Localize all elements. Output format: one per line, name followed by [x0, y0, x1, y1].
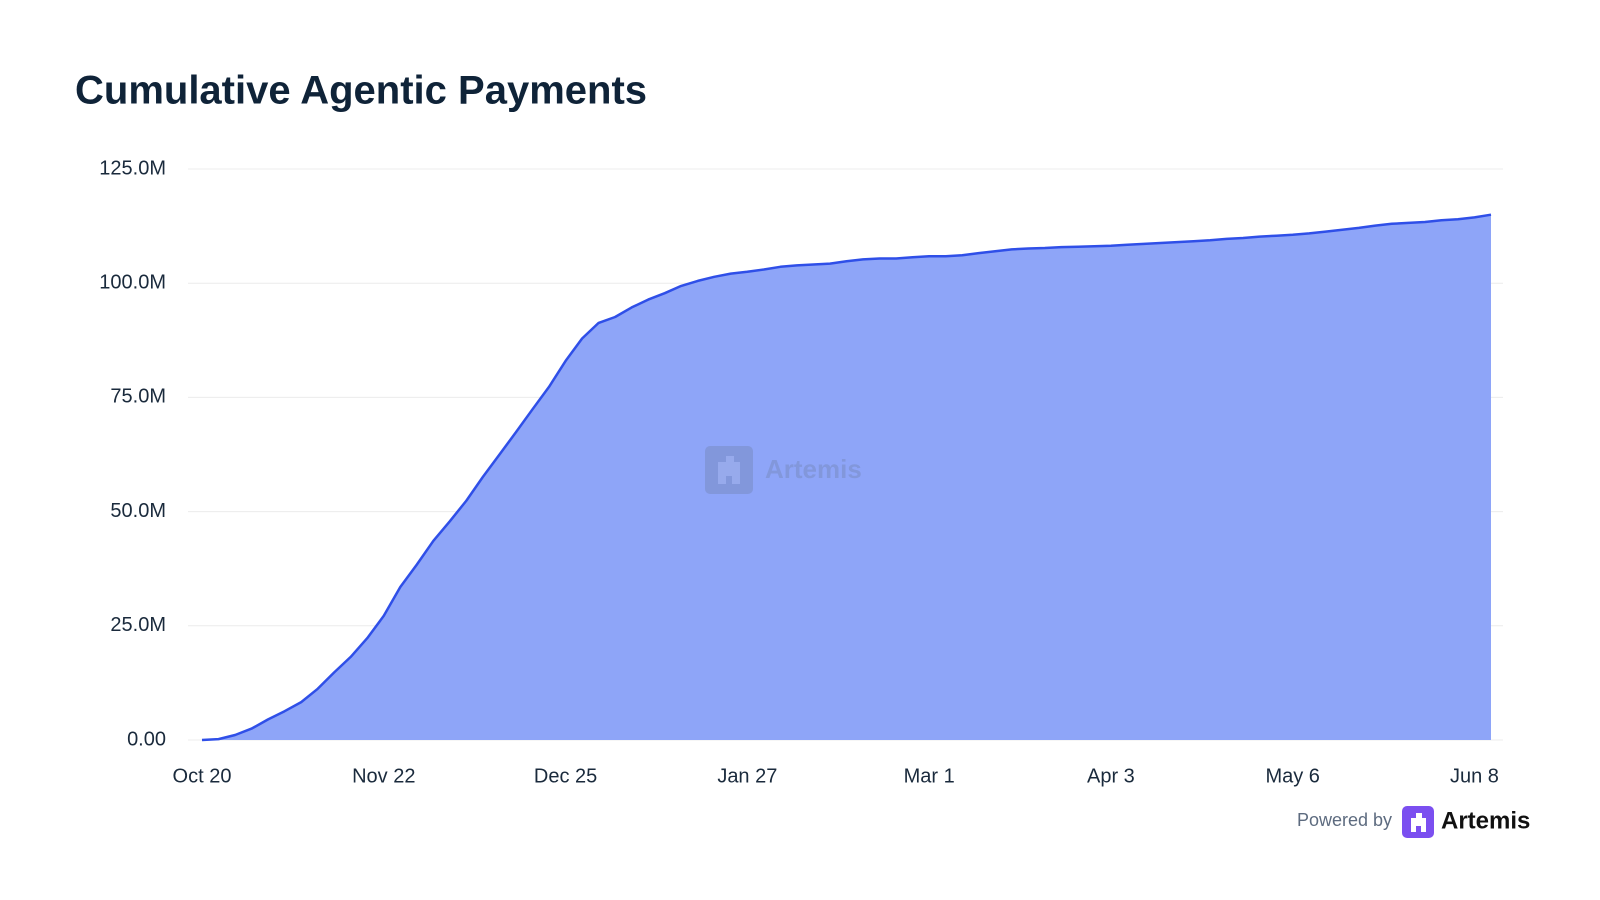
- watermark-glyph: [718, 456, 740, 484]
- area: [202, 214, 1491, 740]
- y-tick-label: 125.0M: [99, 157, 166, 179]
- x-tick-label: May 6: [1265, 765, 1319, 787]
- brand-name: Artemis: [1441, 807, 1530, 834]
- y-tick-label: 0.00: [127, 728, 166, 750]
- x-tick-label: Mar 1: [904, 765, 955, 787]
- line: [201, 213, 1492, 742]
- y-tick-label: 75.0M: [110, 386, 166, 408]
- x-tick-label: Jun 8: [1450, 765, 1499, 787]
- x-tick-label: Apr 3: [1087, 765, 1135, 787]
- watermark: Artemis: [705, 446, 862, 494]
- y-tick-label: 50.0M: [110, 500, 166, 522]
- x-tick-label: Dec 25: [534, 765, 597, 787]
- y-tick-label: 100.0M: [99, 271, 166, 293]
- x-tick-label: Oct 20: [173, 765, 232, 787]
- x-tick-label: Nov 22: [352, 765, 415, 787]
- brand-glyph: [1411, 813, 1426, 832]
- x-tick-label: Jan 27: [717, 765, 777, 787]
- y-tick-label: 25.0M: [110, 614, 166, 636]
- powered-by: Powered by: [1297, 810, 1392, 830]
- watermark-text: Artemis: [765, 454, 862, 484]
- chart-title: Cumulative Agentic Payments: [75, 69, 647, 113]
- watermark-logo: [705, 446, 753, 494]
- plot-area: 0.00 25.0M 50.0M 75.0M 100.0M 125.0M Oct 20 Nov…: [99, 157, 1503, 787]
